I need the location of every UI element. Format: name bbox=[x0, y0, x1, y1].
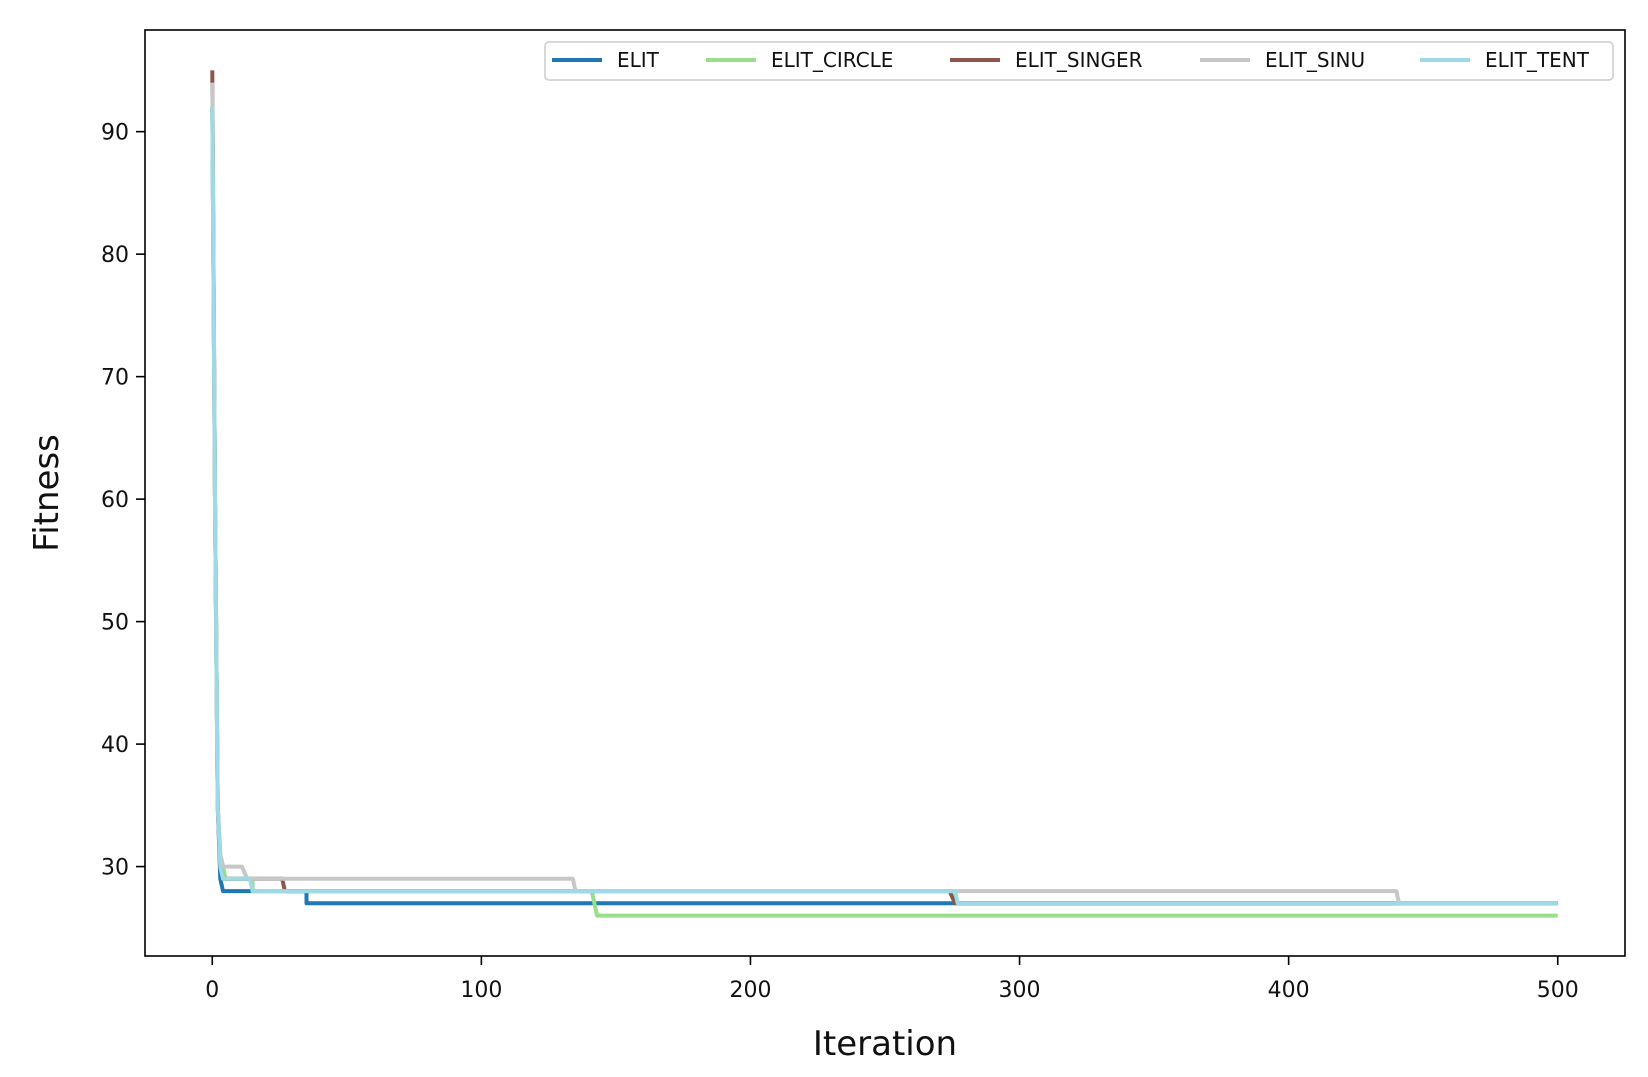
y-tick-label: 40 bbox=[101, 733, 129, 758]
legend-label: ELIT bbox=[617, 48, 660, 72]
legend-label: ELIT_TENT bbox=[1485, 48, 1590, 72]
x-tick-label: 500 bbox=[1537, 978, 1579, 1003]
y-axis: 30 40 50 60 70 80 90 bbox=[101, 121, 145, 881]
x-tick-label: 300 bbox=[999, 978, 1041, 1003]
y-tick-label: 80 bbox=[101, 243, 129, 268]
x-axis-title: Iteration bbox=[813, 1024, 957, 1064]
y-tick-label: 50 bbox=[101, 611, 129, 636]
y-tick-label: 60 bbox=[101, 488, 129, 513]
series-line-elit-tent bbox=[210, 107, 1558, 906]
y-axis-title: Fitness bbox=[27, 434, 67, 552]
legend-box bbox=[544, 41, 1614, 81]
plot-frame bbox=[144, 29, 1626, 957]
x-tick-label: 100 bbox=[460, 978, 502, 1003]
x-tick-label: 400 bbox=[1268, 978, 1310, 1003]
legend: ELIT ELIT_CIRCLE ELIT_SINGER ELIT_SINU ELIT_… bbox=[544, 41, 1614, 81]
legend-label: ELIT_CIRCLE bbox=[771, 48, 893, 72]
legend-label: ELIT_SINGER bbox=[1015, 48, 1143, 72]
y-tick-label: 30 bbox=[101, 856, 129, 881]
x-axis: 0 100 200 300 400 500 bbox=[205, 956, 1579, 1003]
series-layer bbox=[210, 70, 1558, 918]
y-tick-label: 70 bbox=[101, 366, 129, 391]
y-tick-label: 90 bbox=[101, 121, 129, 146]
x-tick-label: 0 bbox=[205, 978, 219, 1003]
legend-label: ELIT_SINU bbox=[1265, 48, 1365, 72]
x-tick-label: 200 bbox=[729, 978, 771, 1003]
